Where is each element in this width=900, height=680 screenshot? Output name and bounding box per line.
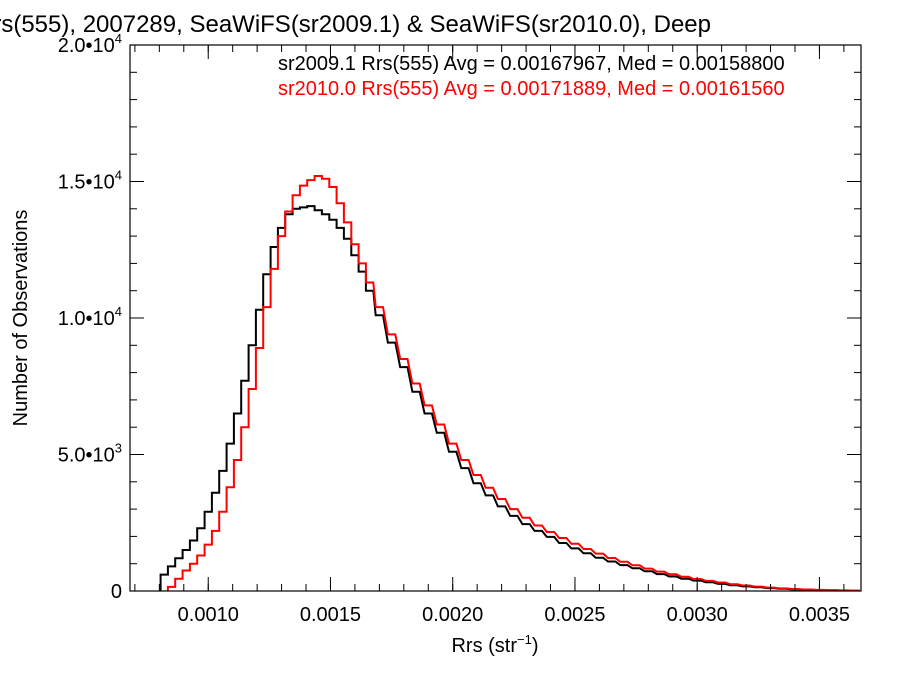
- x-tick-label: 0.0010: [178, 604, 239, 626]
- plot-frame: [129, 44, 862, 592]
- legend-annotations: sr2009.1 Rrs(555) Avg = 0.00167967, Med …: [278, 53, 785, 100]
- x-axis-title-main: Rrs (str: [451, 635, 517, 657]
- annotation-sr2010-stats: sr2010.0 Rrs(555) Avg = 0.00171889, Med …: [278, 78, 785, 100]
- x-tick-label: 0.0020: [422, 604, 483, 626]
- y-tick-label: 1.0•104: [58, 304, 122, 330]
- x-tick-label: 0.0015: [300, 604, 361, 626]
- y-tick-label: 1.5•104: [58, 168, 122, 194]
- y-tick-label: 5.0•103: [58, 441, 122, 467]
- series-line-1: [166, 175, 860, 591]
- series-line-0: [159, 205, 860, 591]
- y-tick-label: 2.0•104: [58, 31, 122, 57]
- y-axis: 0 5.0•103 1.0•104 1.5•104 2.0•104: [58, 31, 861, 603]
- x-axis-title-superscript: −1: [517, 632, 532, 647]
- annotation-sr2009-stats: sr2009.1 Rrs(555) Avg = 0.00167967, Med …: [278, 53, 785, 75]
- x-axis-title-close: ): [532, 635, 539, 657]
- x-tick-label: 0.0025: [544, 604, 605, 626]
- chart-title: Rrs(555), 2007289, SeaWiFS(sr2009.1) & S…: [0, 11, 711, 38]
- x-tick-label: 0.0035: [789, 604, 850, 626]
- y-tick-label: 0: [111, 581, 122, 603]
- y-axis-title: Number of Observations: [10, 210, 32, 427]
- x-tick-label: 0.0030: [667, 604, 728, 626]
- series-layer: [159, 175, 860, 591]
- x-axis-title: Rrs (str−1): [451, 632, 538, 657]
- x-axis: 0.0010 0.0015 0.0020 0.0025 0.0030 0.0035: [134, 45, 850, 626]
